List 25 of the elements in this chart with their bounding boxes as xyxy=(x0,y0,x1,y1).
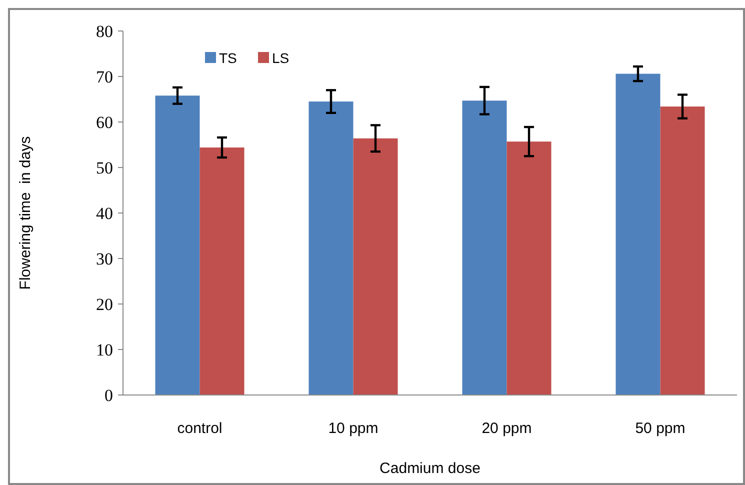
x-axis-title: Cadmium dose xyxy=(380,460,480,477)
y-tick-label: 20 xyxy=(96,294,113,314)
x-tick-label: 20 ppm xyxy=(482,420,532,437)
y-tick-label: 30 xyxy=(96,249,113,268)
y-tick-label: 60 xyxy=(96,112,113,132)
y-tick-label: 0 xyxy=(104,386,113,405)
bar xyxy=(308,102,354,395)
x-tick-label: 10 ppm xyxy=(328,420,378,437)
y-tick-label: 10 xyxy=(96,340,113,360)
y-tick-label: 40 xyxy=(96,204,113,223)
y-tick-label: 80 xyxy=(96,22,113,41)
x-tick-label: 50 ppm xyxy=(635,420,686,437)
legend-label: LS xyxy=(272,50,290,66)
y-tick-label: 70 xyxy=(96,67,113,86)
bar xyxy=(506,142,552,395)
legend-label: TS xyxy=(219,50,237,66)
y-tick-label: 50 xyxy=(96,158,113,178)
bar xyxy=(462,100,507,395)
bar xyxy=(616,74,660,395)
bar xyxy=(660,106,705,395)
x-tick-label: control xyxy=(177,420,222,437)
bar xyxy=(200,147,244,395)
bar xyxy=(155,96,200,395)
y-axis-title: Flowering time in days xyxy=(17,136,34,290)
bar xyxy=(353,138,398,395)
